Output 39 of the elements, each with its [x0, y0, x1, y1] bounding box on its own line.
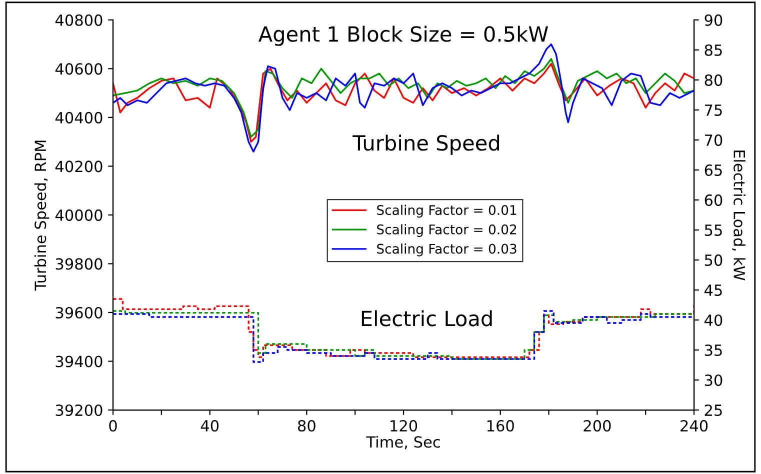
y-tick-label: 40800 — [55, 14, 102, 26]
y-tick-label: 39200 — [56, 404, 102, 416]
y2-tick-label: 50 — [704, 254, 722, 266]
x-tick-label: 80 — [298, 420, 316, 432]
annotation: Turbine Speed — [352, 134, 500, 155]
y2-tick-label: 40 — [704, 314, 722, 326]
y2-tick-label: 75 — [705, 104, 722, 116]
y-tick-label: 40600 — [55, 63, 102, 75]
y2-tick-label: 55 — [704, 224, 722, 236]
y-tick-label: 39600 — [56, 306, 102, 319]
x-tick-label: 0 — [109, 420, 117, 432]
x-axis-title: Time, Sec — [366, 436, 440, 450]
y-tick-label: 40400 — [55, 112, 102, 124]
annotation: Electric Load — [362, 310, 492, 326]
y2-tick-label: 65 — [704, 164, 722, 176]
y2-tick-label: 45 — [704, 284, 722, 296]
y2-tick-label: 70 — [705, 134, 722, 146]
y-axis-title: Turbine Speed, RPM — [34, 140, 50, 291]
y2-tick-label: 25 — [704, 404, 722, 416]
y2-tick-label: 80 — [704, 74, 722, 86]
y2-tick-label: 85 — [704, 44, 722, 56]
y-tick-label: 40200 — [55, 160, 102, 172]
legend-label: Scaling Factor = 0.01 — [377, 204, 516, 218]
y-tick-label: 39400 — [56, 356, 102, 368]
y-tick-label: 39800 — [56, 258, 102, 270]
y2-tick-label: 35 — [704, 344, 722, 356]
y2-tick-label: 60 — [704, 194, 722, 206]
x-tick-label: 240 — [680, 420, 708, 432]
x-tick-label: 200 — [584, 420, 611, 432]
y2-tick-label: 90 — [704, 14, 722, 26]
legend-label: Scaling Factor = 0.02 — [377, 224, 516, 237]
x-tick-label: 40 — [200, 420, 219, 432]
chart-title: Agent 1 Block Size = 0.5kW — [258, 26, 548, 46]
y2-tick-label: 30 — [704, 374, 722, 386]
y2-axis-title: Electric Load, kW — [732, 150, 746, 280]
x-tick-label: 160 — [487, 420, 514, 432]
y-tick-label: 40000 — [55, 209, 102, 221]
x-tick-label: 120 — [390, 420, 418, 432]
legend-label: Scaling Factor = 0.03 — [377, 244, 516, 256]
